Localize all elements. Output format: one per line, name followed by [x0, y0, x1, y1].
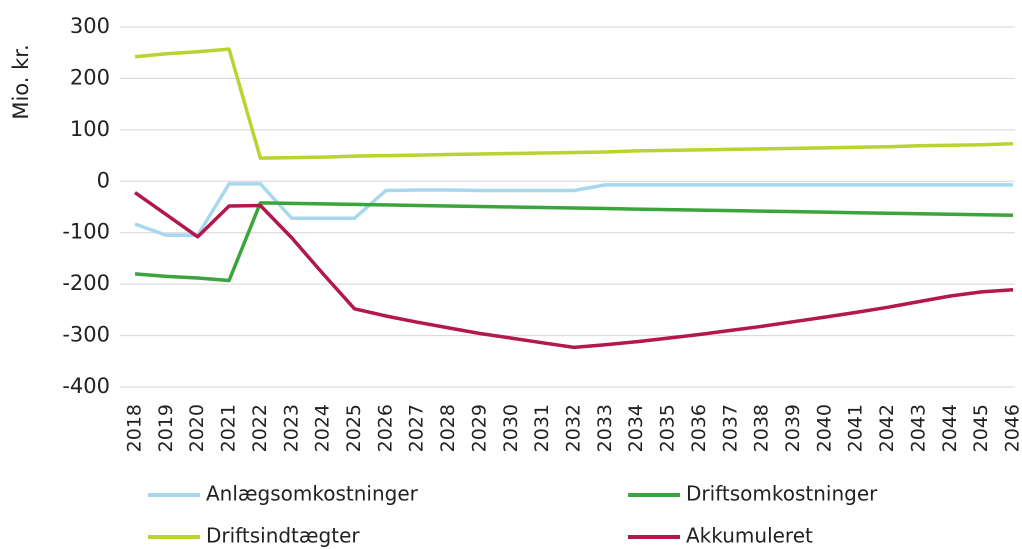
x-tick-label: 2040 — [813, 404, 835, 452]
x-tick-label: 2033 — [594, 404, 616, 452]
line — [134, 47, 1014, 160]
x-tick-label: 2025 — [343, 404, 365, 452]
y-tick-label: -400 — [62, 374, 110, 398]
y-tick-label: -300 — [62, 323, 110, 347]
line — [133, 191, 1014, 350]
x-tick-label: 2039 — [782, 404, 804, 452]
x-tick-label: 2029 — [468, 404, 490, 452]
x-tick-label: 2042 — [876, 404, 898, 452]
x-tick-label: 2022 — [249, 404, 271, 452]
y-tick-label: 300 — [70, 14, 110, 38]
x-tick-label: 2020 — [186, 404, 208, 452]
x-tick-label: 2043 — [907, 404, 929, 452]
x-tick-label: 2046 — [1002, 404, 1022, 452]
legend-label: Driftsomkostninger — [686, 482, 878, 506]
x-tick-label: 2023 — [280, 404, 302, 452]
x-tick-label: 2044 — [939, 404, 961, 452]
x-tick-label: 2035 — [657, 404, 679, 452]
x-tick-label: 2034 — [625, 404, 647, 452]
legend-label: Anlægsomkostninger — [206, 482, 419, 506]
x-tick-label: 2026 — [374, 404, 396, 452]
x-tick-label: 2032 — [563, 404, 585, 452]
x-tick-label: 2027 — [406, 404, 428, 452]
x-tick-label: 2028 — [437, 404, 459, 452]
x-tick-label: 2036 — [688, 404, 710, 452]
x-tick-label: 2030 — [500, 404, 522, 452]
y-tick-label: 200 — [70, 65, 110, 89]
y-tick-label: -100 — [62, 220, 110, 244]
x-tick-label: 2018 — [124, 404, 146, 452]
x-tick-label: 2031 — [531, 404, 553, 452]
y-axis-label: Mio. kr. — [9, 44, 33, 119]
legend-label: Akkumuleret — [686, 524, 813, 548]
x-tick-label: 2024 — [312, 404, 334, 452]
x-tick-label: 2037 — [719, 404, 741, 452]
x-tick-label: 2021 — [218, 404, 240, 452]
x-tick-label: 2041 — [845, 404, 867, 452]
x-tick-label: 2019 — [155, 404, 177, 452]
y-tick-label: 100 — [70, 117, 110, 141]
line — [134, 182, 1013, 238]
legend-label: Driftsindtægter — [206, 524, 360, 548]
x-tick-label: 2045 — [970, 404, 992, 452]
x-tick-label: 2038 — [751, 404, 773, 452]
y-tick-label: 0 — [97, 168, 110, 192]
line — [134, 201, 1014, 283]
y-tick-label: -200 — [62, 271, 110, 295]
